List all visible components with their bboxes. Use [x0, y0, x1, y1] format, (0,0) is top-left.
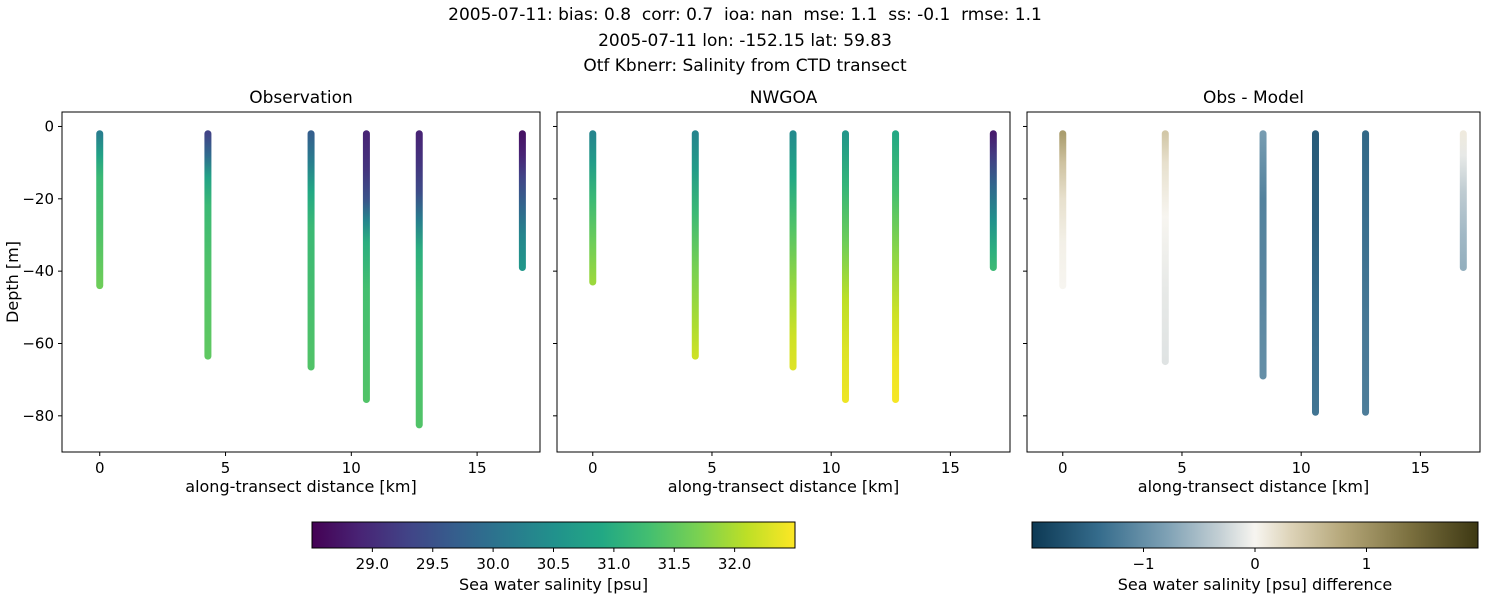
x-tick-label: 5: [1177, 459, 1187, 477]
x-tick-label: 0: [1058, 459, 1068, 477]
x-axis-label: along-transect distance [km]: [185, 477, 416, 496]
panel-nwgoa: NWGOA 0 5 10 15 along-transect distance [km]: [553, 88, 1011, 496]
colorbar-tick-label: 0: [1250, 555, 1260, 573]
stats-title: 2005-07-11: bias: 0.8 corr: 0.7 ioa: nan…: [448, 5, 1042, 25]
colorbar-tick-label: −1: [1132, 555, 1154, 573]
plot-area: [557, 112, 1010, 452]
y-tick-label: 0: [44, 117, 54, 135]
x-axis-label: along-transect distance [km]: [1138, 477, 1369, 496]
x-tick-label: 10: [1292, 459, 1311, 477]
axes-border: [556, 111, 1011, 453]
panel-title: Obs - Model: [1203, 88, 1304, 108]
panel-title: Observation: [249, 88, 353, 108]
x-tick-label: 0: [95, 459, 105, 477]
axes-border: [1026, 111, 1481, 453]
x-tick-label: 15: [468, 459, 487, 477]
colorbar-gradient: [311, 521, 796, 549]
y-tick-label: −60: [22, 334, 54, 352]
plot-area: [1027, 112, 1480, 452]
panel-observation: Observation 0 5 10 15 0 −20 −40 −60 −80 along-tran…: [22, 88, 541, 496]
panel-title: NWGOA: [750, 88, 818, 108]
x-tick-label: 0: [588, 459, 598, 477]
colorbar-gradient: [1031, 521, 1479, 549]
x-axis-label: along-transect distance [km]: [668, 477, 899, 496]
y-tick-label: −40: [22, 262, 54, 280]
plot-area: [62, 112, 540, 452]
location-title: 2005-07-11 lon: -152.15 lat: 59.83: [598, 31, 892, 51]
x-tick-label: 15: [1411, 459, 1430, 477]
colorbar-tick-label: 30.5: [537, 555, 570, 573]
y-axis-label: Depth [m]: [3, 241, 22, 323]
colorbar-tick-label: 29.5: [416, 555, 449, 573]
y-tick-label: −20: [22, 190, 54, 208]
colorbar-tick-label: 1: [1362, 555, 1372, 573]
colorbar-tick-label: 29.0: [356, 555, 389, 573]
x-tick-label: 10: [822, 459, 841, 477]
colorbar-tick-label: 32.0: [718, 555, 751, 573]
x-tick-label: 5: [707, 459, 717, 477]
colorbar-label: Sea water salinity [psu]: [459, 575, 648, 594]
panel-obs-model: Obs - Model 0 5 10 15 along-transect distance…: [1023, 88, 1481, 496]
x-tick-label: 10: [342, 459, 361, 477]
colorbar-diff: −1 0 1 Sea water salinity [psu] difference: [1031, 521, 1479, 594]
colorbar-tick-label: 30.0: [476, 555, 509, 573]
x-tick-label: 5: [221, 459, 231, 477]
colorbar-viridis: 29.0 29.5 30.0 30.5 31.0 31.5 32.0 Sea water sa…: [311, 521, 796, 594]
colorbar-tick-label: 31.5: [658, 555, 691, 573]
y-tick-label: −80: [22, 407, 54, 425]
x-tick-label: 15: [941, 459, 960, 477]
colorbar-label: Sea water salinity [psu] difference: [1118, 575, 1393, 594]
colorbar-tick-label: 31.0: [597, 555, 630, 573]
dataset-title: Otf Kbnerr: Salinity from CTD transect: [583, 56, 907, 76]
axes-border: [61, 111, 541, 453]
